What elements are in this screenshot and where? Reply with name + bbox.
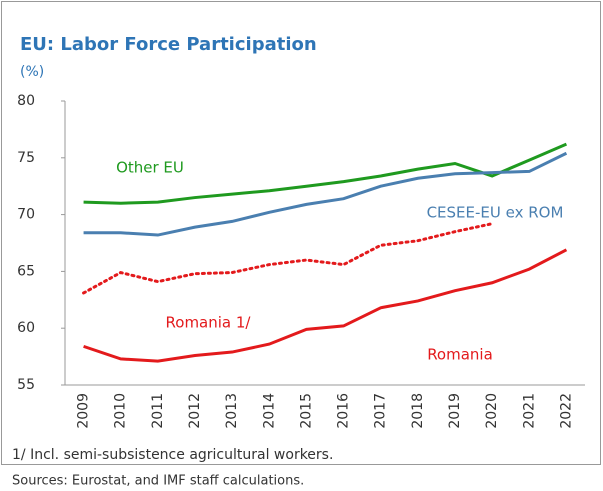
series-line [82, 222, 494, 295]
x-tick-label: 2009 [76, 393, 92, 429]
x-tick-label: 2017 [373, 393, 389, 429]
frame [1, 1, 601, 465]
y-axis-label: (%) [20, 64, 44, 80]
series-label: CESEE-EU ex ROM [427, 204, 564, 222]
series-label: Other EU [116, 159, 184, 177]
x-tick-label: 2013 [224, 393, 240, 429]
x-tick-label: 2020 [484, 393, 500, 429]
x-tick-label: 2016 [336, 393, 352, 429]
x-tick-label: 2022 [558, 393, 574, 429]
x-tick-label: 2012 [187, 393, 203, 429]
y-tick-label: 75 [17, 150, 35, 166]
source: Sources: Eurostat, and IMF staff calcula… [12, 474, 304, 489]
x-tick-label: 2019 [447, 393, 463, 429]
footnote: 1/ Incl. semi-subsistence agricultural w… [12, 447, 333, 463]
y-tick-label: 65 [17, 263, 35, 279]
x-tick-label: 2018 [410, 393, 426, 429]
series-label: Romania [427, 346, 493, 364]
x-tick-label: 2014 [261, 393, 277, 429]
x-tick-label: 2011 [150, 393, 166, 429]
y-tick-label: 55 [17, 377, 35, 393]
series-line [83, 248, 568, 363]
chart-title: EU: Labor Force Participation [20, 34, 317, 55]
x-tick-label: 2021 [521, 393, 537, 429]
x-tick-label: 2010 [113, 393, 129, 429]
y-tick-label: 70 [17, 207, 35, 223]
series-label: Romania 1/ [166, 314, 252, 332]
y-tick-label: 80 [17, 93, 35, 109]
x-tick-label: 2015 [298, 393, 314, 429]
series-line [83, 151, 568, 237]
y-tick-label: 60 [17, 320, 35, 336]
